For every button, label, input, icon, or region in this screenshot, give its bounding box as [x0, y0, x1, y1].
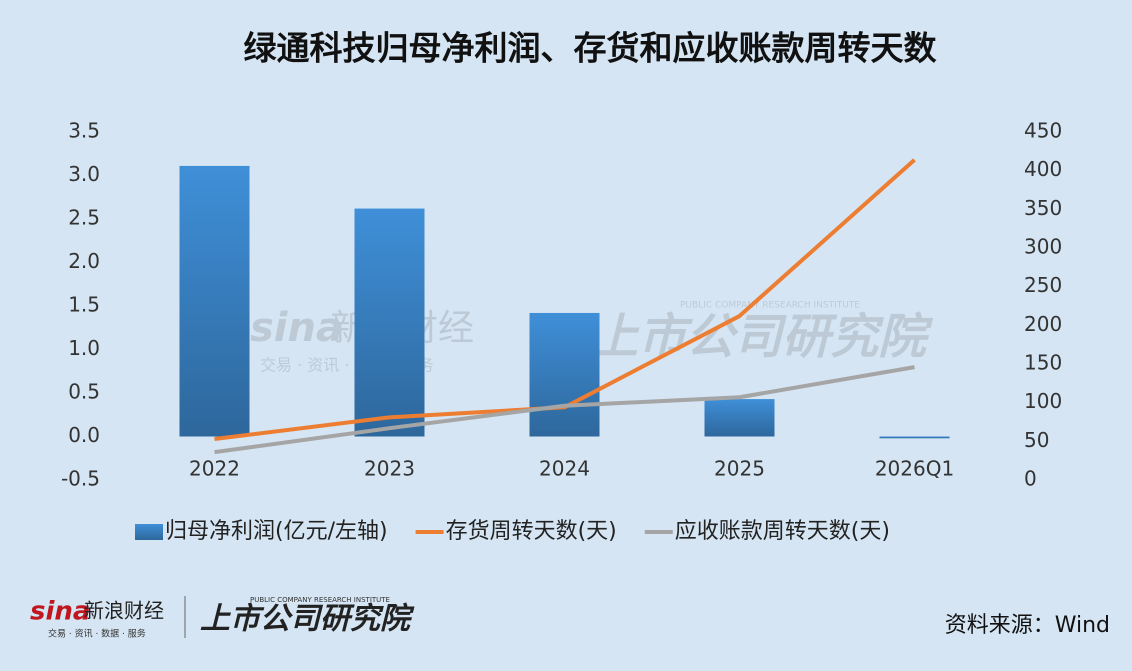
legend-label: 归母净利润(亿元/左轴) [165, 519, 388, 544]
x-tick-label: 2022 [189, 457, 240, 481]
x-tick-label: 2023 [364, 457, 415, 481]
y-tick-label: 1.5 [68, 293, 100, 317]
watermark-sina: sina [250, 305, 343, 351]
footer-logo: sina 新浪财经 交易 · 资讯 · 数据 · 服务 上市公司研究院 PUBL… [30, 596, 415, 640]
y2-tick-label: 350 [1024, 196, 1062, 220]
y2-tick-label: 50 [1024, 428, 1049, 452]
y-tick-label: -0.5 [61, 467, 100, 491]
y-tick-label: 3.5 [68, 119, 100, 143]
y2-tick-label: 300 [1024, 235, 1062, 259]
legend-label: 存货周转天数(天) [446, 519, 617, 544]
y2-tick-label: 250 [1024, 273, 1062, 297]
y-tick-label: 2.0 [68, 249, 100, 273]
chart-title: 绿通科技归母净利润、存货和应收账款周转天数 [244, 29, 938, 68]
source: 资料来源：Wind [945, 613, 1110, 638]
y2-tick-label: 100 [1024, 389, 1062, 413]
institute-logo: 上市公司研究院 [200, 602, 415, 637]
bar-shade [879, 436, 950, 439]
y2-tick-label: 400 [1024, 157, 1062, 181]
y-tick-label: 0.5 [68, 380, 100, 404]
sina-name: 新浪财经 [84, 599, 164, 623]
institute-en: PUBLIC COMPANY RESEARCH INSTITUTE [250, 596, 390, 604]
x-tick-label: 2025 [714, 457, 765, 481]
bar-shade [179, 165, 250, 437]
y2-tick-label: 0 [1024, 467, 1037, 491]
line [214, 365, 915, 455]
sina-logo: sina [30, 597, 90, 627]
bar-shade [529, 312, 600, 437]
y2-tick-label: 450 [1024, 119, 1062, 143]
y-tick-label: 1.0 [68, 336, 100, 360]
y2-tick-label: 200 [1024, 312, 1062, 336]
watermark-institute: 上市公司研究院 [590, 309, 934, 365]
bar-shade [704, 399, 775, 437]
y2-tick-label: 150 [1024, 351, 1062, 375]
y-tick-label: 3.0 [68, 162, 100, 186]
legend-label: 应收账款周转天数(天) [675, 519, 890, 544]
bar-shade [354, 208, 425, 437]
y-tick-label: 2.5 [68, 206, 100, 230]
x-tick-label: 2024 [539, 457, 590, 481]
watermark: sina 新浪财经 交易 · 资讯 · 数据 · 服务 上市公司研究院 PUBL… [250, 301, 934, 375]
y-tick-label: 0.0 [68, 423, 100, 447]
legend-swatch-shade [135, 524, 163, 540]
x-tick-label: 2026Q1 [875, 457, 954, 481]
sina-slogan: 交易 · 资讯 · 数据 · 服务 [48, 628, 146, 640]
watermark-institute-en: PUBLIC COMPANY RESEARCH INSTITUTE [680, 301, 860, 311]
